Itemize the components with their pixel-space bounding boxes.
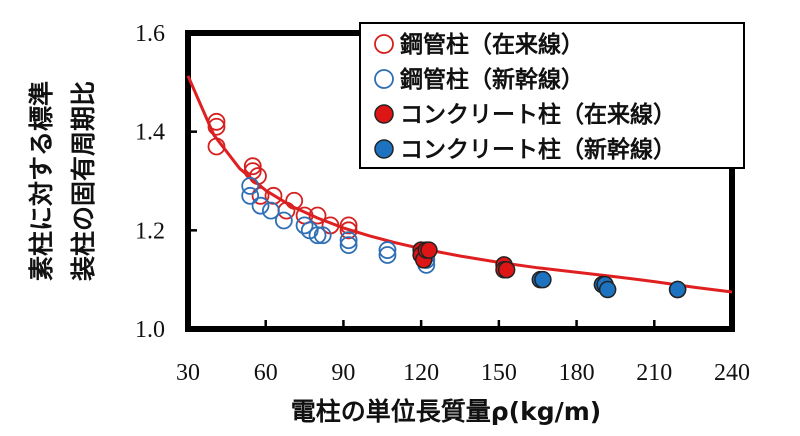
data-point [534, 270, 552, 289]
legend-label-3: コンクリート柱（在来線） [400, 101, 676, 128]
data-point [295, 216, 314, 235]
series-4 [531, 270, 687, 299]
data-point [285, 191, 304, 210]
data-point [497, 261, 516, 279]
data-point [274, 211, 293, 230]
fit-curve [186, 75, 733, 294]
legend: 鋼管柱（在来線） 鋼管柱（新幹線） コンクリート柱（在来線） コンクリート柱（新幹線） [359, 22, 745, 169]
data-point [308, 226, 327, 245]
data-point [339, 236, 358, 255]
data-point [308, 206, 327, 225]
x-tick-label: 30 [176, 360, 200, 386]
data-point [241, 177, 260, 195]
data-point [339, 221, 358, 240]
y-tick-label: 1.0 [135, 317, 165, 343]
fit-curve-layer [186, 75, 733, 294]
legend-marker-1 [374, 34, 394, 54]
x-tick-label: 210 [636, 360, 672, 386]
legend-marker-4 [374, 139, 394, 159]
data-point [207, 112, 226, 131]
legend-label-4: コンクリート柱（新幹線） [400, 136, 676, 163]
data-point [339, 216, 358, 235]
data-point [207, 117, 226, 136]
legend-marker-3 [374, 104, 394, 124]
x-axis-title: 電柱の単位長質量ρ(kg/m) [291, 397, 601, 426]
series-3 [412, 241, 516, 279]
data-point [378, 241, 397, 259]
x-tick-label: 90 [331, 360, 355, 386]
data-point [251, 186, 270, 205]
y-tick-label: 1.6 [135, 21, 165, 47]
data-point [420, 241, 438, 259]
y-tick-label: 1.2 [135, 218, 165, 244]
legend-label-2: 鋼管柱（新幹線） [399, 66, 584, 93]
data-point [243, 157, 262, 176]
x-tick-label: 150 [481, 360, 517, 386]
data-point [668, 280, 687, 299]
data-point [207, 137, 226, 156]
data-point [251, 196, 270, 215]
data-point [241, 186, 260, 205]
y-axis-title-line2: 装柱の固有周期比 [69, 81, 98, 281]
data-point [598, 280, 617, 299]
data-point [339, 231, 358, 250]
data-point [313, 226, 332, 245]
legend-box [359, 22, 745, 169]
x-tick-label: 60 [254, 360, 278, 386]
y-axis-title-line1: 素柱に対する標準 [27, 81, 56, 281]
y-tick-label: 1.4 [135, 120, 165, 146]
data-point [378, 246, 397, 264]
x-tick-label: 180 [559, 360, 595, 386]
legend-marker-2 [374, 69, 394, 89]
legend-label-1: 鋼管柱（在来線） [399, 31, 584, 58]
axes: 30 60 90 120 150 180 210 240 1.0 1.2 1.4 1.6 電柱の単位長質… [27, 21, 750, 426]
x-tick-label: 240 [714, 360, 750, 386]
data-point [261, 201, 280, 220]
x-tick-label: 120 [403, 360, 439, 386]
data-points [207, 112, 687, 299]
